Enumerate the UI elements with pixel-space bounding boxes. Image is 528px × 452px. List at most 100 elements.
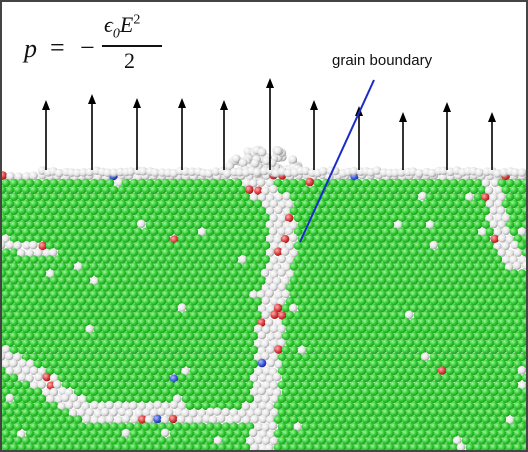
fcc-atom	[329, 303, 339, 313]
fcc-atom	[125, 283, 135, 292]
fcc-atom	[237, 227, 247, 236]
fcc-atom	[301, 408, 311, 417]
fcc-atom	[73, 206, 83, 216]
fcc-atom	[369, 248, 379, 257]
boundary-atom	[13, 366, 23, 375]
fcc-atom	[213, 255, 223, 264]
boundary-atom	[261, 436, 271, 445]
fcc-atom	[293, 338, 303, 348]
boundary-atom	[372, 166, 382, 175]
fcc-atom	[309, 269, 319, 278]
pressure-arrow-head	[266, 78, 274, 88]
fcc-atom	[189, 227, 199, 236]
fcc-atom	[129, 359, 139, 369]
fcc-atom	[153, 234, 163, 243]
fcc-atom	[393, 443, 403, 450]
fcc-atom	[493, 324, 503, 334]
fcc-atom	[173, 283, 183, 292]
fcc-atom	[5, 324, 15, 334]
fcc-atom	[453, 297, 463, 306]
fcc-atom	[317, 213, 327, 223]
fcc-atom	[49, 234, 59, 243]
fcc-atom	[357, 380, 367, 390]
fcc-atom	[465, 443, 475, 450]
fcc-atom	[209, 387, 219, 397]
fcc-atom	[245, 269, 255, 278]
fcc-atom	[513, 401, 523, 411]
fcc-atom	[29, 436, 39, 445]
fcc-atom	[313, 345, 323, 355]
fcc-atom	[2, 213, 7, 223]
fcc-atom	[149, 338, 159, 348]
fcc-atom	[105, 276, 115, 285]
fcc-atom	[369, 401, 379, 411]
fcc-atom	[317, 324, 327, 334]
fcc-atom	[25, 192, 35, 202]
fcc-atom	[221, 241, 231, 250]
fcc-atom	[101, 269, 111, 278]
fcc-atom	[13, 338, 23, 348]
fcc-atom	[273, 443, 283, 450]
fcc-atom	[293, 185, 303, 195]
fcc-atom	[21, 394, 31, 404]
fcc-atom	[517, 324, 526, 334]
fcc-atom	[173, 241, 183, 250]
fcc-atom	[145, 429, 155, 438]
fcc-atom	[241, 248, 251, 257]
fcc-atom	[329, 359, 339, 369]
fcc-atom	[89, 234, 99, 243]
fcc-atom	[129, 331, 139, 341]
fcc-atom	[389, 283, 399, 292]
fcc-atom	[37, 283, 47, 292]
fcc-atom	[401, 262, 411, 271]
fcc-atom	[445, 269, 455, 278]
fcc-atom	[489, 303, 499, 313]
fcc-atom	[153, 387, 163, 397]
fcc-atom	[221, 324, 231, 334]
fcc-atom	[361, 317, 371, 327]
fcc-atom	[25, 443, 35, 450]
fcc-atom	[297, 303, 307, 313]
fcc-atom	[473, 317, 483, 327]
fcc-atom	[205, 255, 215, 264]
fcc-atom	[473, 415, 483, 424]
fcc-atom	[69, 324, 79, 334]
boundary-atom	[29, 171, 38, 180]
boundary-atom	[114, 400, 123, 410]
boundary-atom	[138, 166, 148, 176]
fcc-atom	[465, 262, 475, 271]
fcc-atom	[301, 213, 311, 223]
fcc-atom	[189, 310, 199, 320]
fcc-atom	[485, 324, 495, 334]
fcc-atom	[181, 283, 191, 292]
fcc-atom	[445, 227, 455, 236]
fcc-atom	[241, 303, 251, 313]
fcc-atom	[189, 352, 199, 362]
boundary-atom	[250, 443, 260, 450]
fcc-atom	[185, 248, 195, 257]
fcc-atom	[117, 338, 127, 348]
fcc-atom	[397, 213, 407, 223]
fcc-atom	[305, 429, 315, 438]
fcc-atom	[409, 387, 419, 397]
fcc-atom	[201, 178, 211, 188]
fcc-atom	[509, 213, 519, 223]
fcc-atom	[5, 436, 15, 445]
fcc-atom	[253, 310, 263, 320]
fcc-atom	[181, 310, 191, 320]
fcc-atom	[73, 234, 83, 243]
fcc-atom	[189, 324, 199, 334]
fcc-atom	[413, 436, 423, 445]
fcc-atom	[2, 178, 11, 188]
fcc-atom	[201, 359, 211, 369]
boundary-atom	[517, 365, 526, 375]
fcc-atom	[437, 227, 447, 236]
boundary-atom	[250, 159, 260, 168]
boundary-atom	[284, 168, 293, 178]
fcc-atom	[5, 213, 15, 223]
fcc-atom	[437, 199, 447, 209]
fcc-atom	[373, 422, 383, 431]
fcc-atom	[249, 276, 259, 285]
fcc-atom	[149, 352, 159, 362]
fcc-atom	[109, 213, 119, 223]
